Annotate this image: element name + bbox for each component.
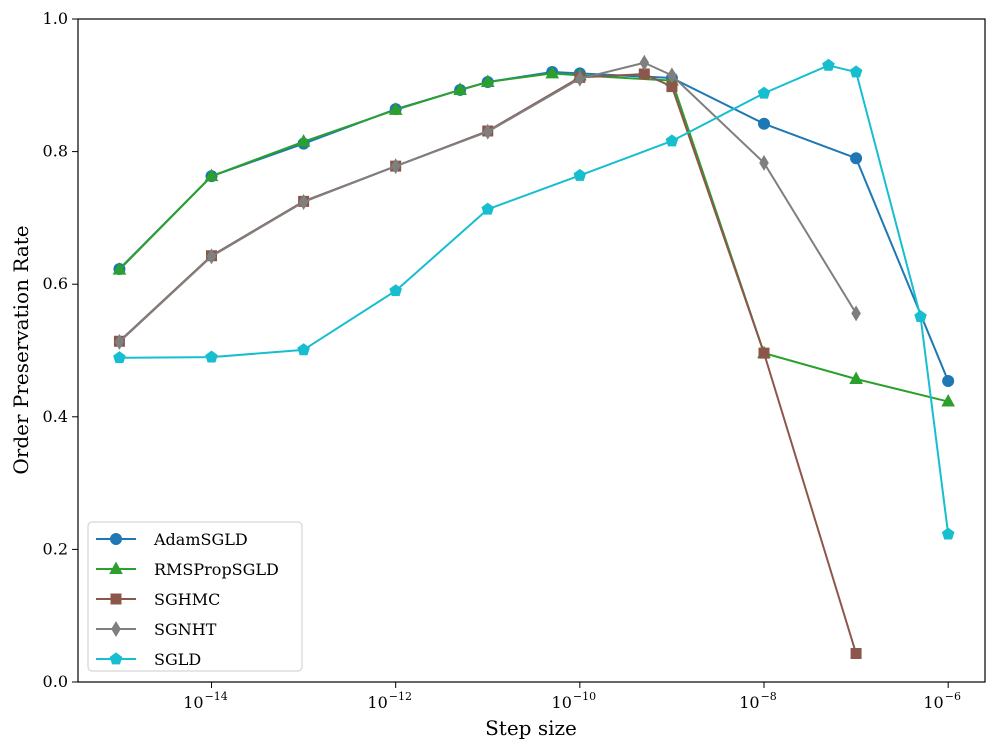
data-point-rmspropsgld: [453, 82, 467, 95]
legend-item-adamsgld: AdamSGLD: [96, 530, 248, 549]
series-sgnht: [114, 54, 861, 350]
legend-box: [87, 521, 303, 672]
plot-frame: [77, 18, 986, 683]
data-point-sgnht: [575, 70, 585, 87]
data-point-adamsgld: [850, 152, 863, 165]
legend-item-sghmc: SGHMC: [96, 590, 220, 609]
data-point-sgnht: [759, 154, 769, 171]
series-sgld: [113, 58, 955, 540]
y-tick-label: 1.0: [43, 9, 68, 28]
data-point-sgnht: [298, 194, 309, 210]
data-point-sgnht: [114, 333, 125, 350]
legend-label-sghmc: SGHMC: [154, 590, 220, 609]
data-point-sgnht: [639, 54, 650, 71]
legend-marker-sghmc: [110, 593, 122, 605]
data-point-sgld: [205, 350, 218, 363]
data-point-rmspropsgld: [480, 74, 495, 87]
data-point-sghmc: [850, 647, 862, 659]
data-point-sgnht: [206, 248, 217, 265]
y-tick-label: 0.0: [43, 672, 68, 691]
data-point-rmspropsgld: [849, 371, 863, 385]
data-point-sgld: [113, 351, 126, 364]
legend-item-sgld: SGLD: [96, 650, 201, 669]
x-axis-label: Step size: [485, 716, 577, 740]
data-point-sghmc: [638, 68, 650, 80]
legend-item-sgnht: SGNHT: [96, 620, 217, 639]
legend-label-rmspropsgld: RMSPropSGLD: [154, 560, 279, 579]
y-axis-label: Order Preservation Rate: [9, 225, 33, 474]
series-line-sgld: [119, 64, 950, 535]
data-point-sgld: [573, 168, 587, 181]
data-point-rmspropsgld: [204, 168, 219, 182]
data-point-sgld: [757, 86, 771, 99]
data-point-sgld: [941, 527, 955, 540]
data-point-sghmc: [666, 81, 678, 93]
data-point-rmspropsgld: [941, 394, 956, 407]
data-point-sgld: [481, 202, 495, 215]
data-point-rmspropsgld: [388, 102, 403, 115]
y-tick-label: 0.8: [43, 142, 68, 161]
data-point-sgld: [849, 65, 863, 78]
legend-item-rmspropsgld: RMSPropSGLD: [96, 560, 279, 579]
data-point-sgld: [914, 310, 927, 323]
data-point-sgnht: [390, 158, 401, 175]
data-point-adamsgld: [758, 117, 771, 130]
legend-label-sgnht: SGNHT: [154, 620, 217, 639]
data-point-sgld: [297, 343, 310, 356]
data-point-rmspropsgld: [296, 134, 311, 147]
data-point-rmspropsgld: [545, 65, 560, 79]
series-line-sgnht: [118, 61, 857, 343]
data-point-sgnht: [851, 305, 861, 322]
data-point-sgld: [822, 58, 835, 71]
data-point-sgld: [389, 284, 402, 297]
data-point-rmspropsgld: [112, 262, 127, 275]
series-line-rmspropsgld: [118, 72, 949, 403]
y-tick-label: 0.2: [43, 539, 68, 558]
y-tick-label: 0.6: [43, 274, 68, 293]
data-point-sgnht: [482, 123, 493, 140]
y-tick-label: 0.4: [43, 407, 68, 426]
legend-marker-sgnht: [111, 621, 121, 637]
data-point-sgld: [665, 134, 679, 147]
legend-label-sgld: SGLD: [154, 650, 201, 669]
legend-marker-adamsgld: [110, 533, 122, 545]
legend-label-adamsgld: AdamSGLD: [153, 530, 248, 549]
data-point-adamsgld: [942, 374, 955, 387]
data-point-sgnht: [667, 67, 677, 84]
legend-marker-rmspropsgld: [109, 561, 123, 574]
legend-marker-sgld: [109, 652, 123, 665]
data-point-sghmc: [758, 347, 770, 359]
